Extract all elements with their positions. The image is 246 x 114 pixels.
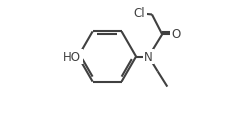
Text: N: N xyxy=(144,51,153,63)
Text: HO: HO xyxy=(63,51,81,63)
Text: O: O xyxy=(171,28,181,41)
Text: Cl: Cl xyxy=(134,7,145,20)
